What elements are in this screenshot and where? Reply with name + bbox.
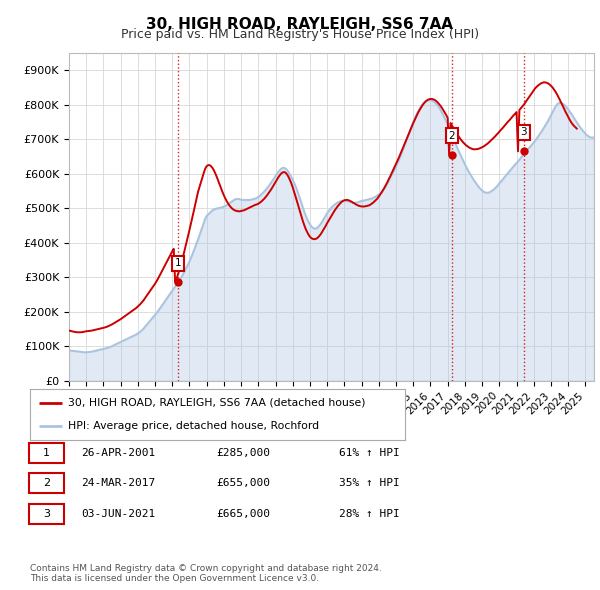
Text: £655,000: £655,000 [216, 478, 270, 488]
Text: 24-MAR-2017: 24-MAR-2017 [81, 478, 155, 488]
Text: 2: 2 [448, 131, 455, 141]
Text: Contains HM Land Registry data © Crown copyright and database right 2024.
This d: Contains HM Land Registry data © Crown c… [30, 563, 382, 583]
Text: 3: 3 [43, 509, 50, 519]
Text: 28% ↑ HPI: 28% ↑ HPI [339, 509, 400, 519]
Text: 61% ↑ HPI: 61% ↑ HPI [339, 448, 400, 457]
Text: HPI: Average price, detached house, Rochford: HPI: Average price, detached house, Roch… [67, 421, 319, 431]
Text: 1: 1 [175, 258, 181, 268]
Text: 30, HIGH ROAD, RAYLEIGH, SS6 7AA: 30, HIGH ROAD, RAYLEIGH, SS6 7AA [146, 17, 454, 31]
Text: 35% ↑ HPI: 35% ↑ HPI [339, 478, 400, 488]
Text: £285,000: £285,000 [216, 448, 270, 457]
Text: 03-JUN-2021: 03-JUN-2021 [81, 509, 155, 519]
Text: £665,000: £665,000 [216, 509, 270, 519]
Text: 30, HIGH ROAD, RAYLEIGH, SS6 7AA (detached house): 30, HIGH ROAD, RAYLEIGH, SS6 7AA (detach… [67, 398, 365, 408]
Text: 2: 2 [43, 478, 50, 488]
Text: 3: 3 [520, 127, 527, 137]
Text: 26-APR-2001: 26-APR-2001 [81, 448, 155, 457]
Text: Price paid vs. HM Land Registry's House Price Index (HPI): Price paid vs. HM Land Registry's House … [121, 28, 479, 41]
Text: 1: 1 [43, 448, 50, 457]
